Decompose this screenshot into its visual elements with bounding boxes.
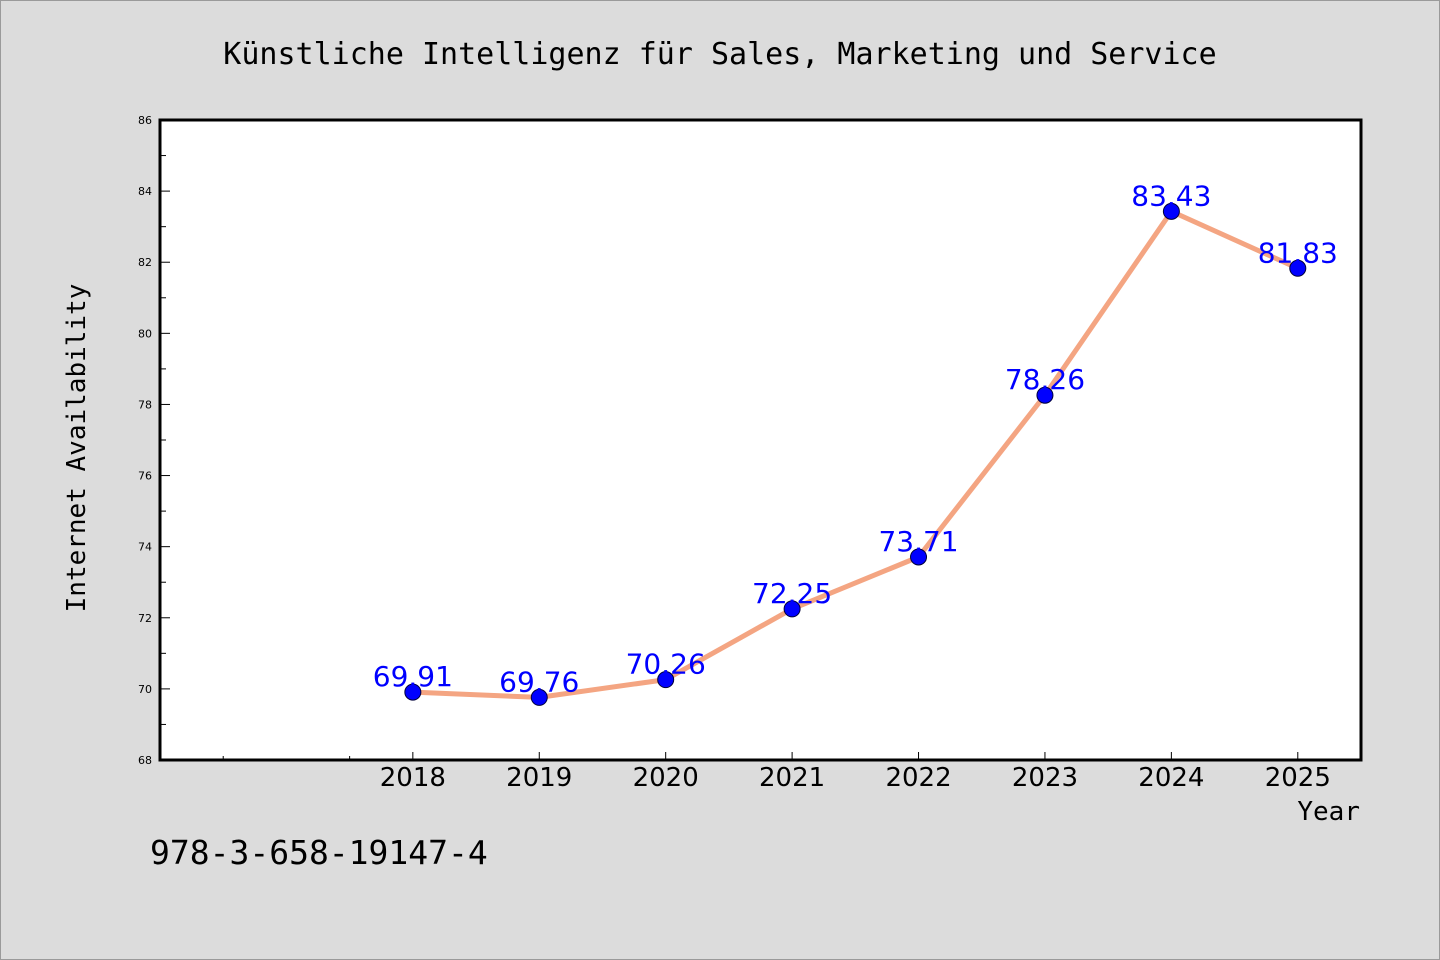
y-tick-label: 68 bbox=[138, 754, 152, 767]
x-axis-label: Year bbox=[1297, 797, 1360, 827]
x-axis: 2018 2019 2020 2021 2022 2023 2024 2025 bbox=[222, 752, 1331, 793]
x-tick-label: 2024 bbox=[1138, 763, 1204, 793]
data-label: 73.71 bbox=[878, 525, 958, 558]
y-axis-label: Internet Availability bbox=[62, 284, 92, 613]
data-point bbox=[1162, 202, 1180, 220]
data-point bbox=[783, 600, 801, 618]
y-tick-label: 82 bbox=[138, 256, 152, 269]
x-tick-label: 2025 bbox=[1265, 763, 1331, 793]
y-tick-label: 76 bbox=[138, 470, 152, 483]
data-markers bbox=[404, 202, 1307, 706]
y-tick-label: 86 bbox=[138, 114, 152, 127]
data-label: 69.76 bbox=[499, 665, 579, 698]
data-point bbox=[910, 548, 928, 566]
chart-title: Künstliche Intelligenz für Sales, Market… bbox=[223, 37, 1216, 72]
y-tick-label: 84 bbox=[138, 185, 152, 198]
y-tick-label: 78 bbox=[138, 398, 152, 411]
y-tick-label: 74 bbox=[138, 541, 152, 554]
data-label: 78.26 bbox=[1005, 363, 1085, 396]
y-tick-label: 80 bbox=[138, 327, 152, 340]
data-point bbox=[404, 683, 422, 701]
x-tick-label: 2022 bbox=[885, 763, 951, 793]
x-tick-label: 2019 bbox=[506, 763, 572, 793]
y-axis: 68 70 72 74 76 78 80 82 84 86 bbox=[138, 114, 170, 767]
data-label: 81.83 bbox=[1258, 236, 1338, 269]
x-tick-label: 2023 bbox=[1012, 763, 1078, 793]
data-point bbox=[1289, 259, 1307, 277]
x-tick-label: 2020 bbox=[633, 763, 699, 793]
data-label: 83.43 bbox=[1131, 179, 1211, 212]
y-tick-label: 72 bbox=[138, 612, 152, 625]
data-label: 70.26 bbox=[626, 648, 706, 681]
series-line bbox=[410, 208, 1301, 700]
data-label: 69.91 bbox=[373, 660, 453, 693]
x-tick-label: 2021 bbox=[759, 763, 825, 793]
isbn-annotation: 978-3-658-19147-4 bbox=[150, 833, 488, 872]
x-tick-label: 2018 bbox=[380, 763, 446, 793]
plot-frame bbox=[158, 118, 1363, 762]
data-labels: 69.91 69.76 70.26 72.25 73.71 78.26 83.43 81.83 bbox=[373, 179, 1338, 698]
data-point bbox=[1036, 386, 1054, 404]
data-point bbox=[657, 671, 675, 689]
data-point bbox=[530, 688, 548, 706]
data-label: 72.25 bbox=[752, 577, 832, 610]
y-tick-label: 70 bbox=[138, 683, 152, 696]
